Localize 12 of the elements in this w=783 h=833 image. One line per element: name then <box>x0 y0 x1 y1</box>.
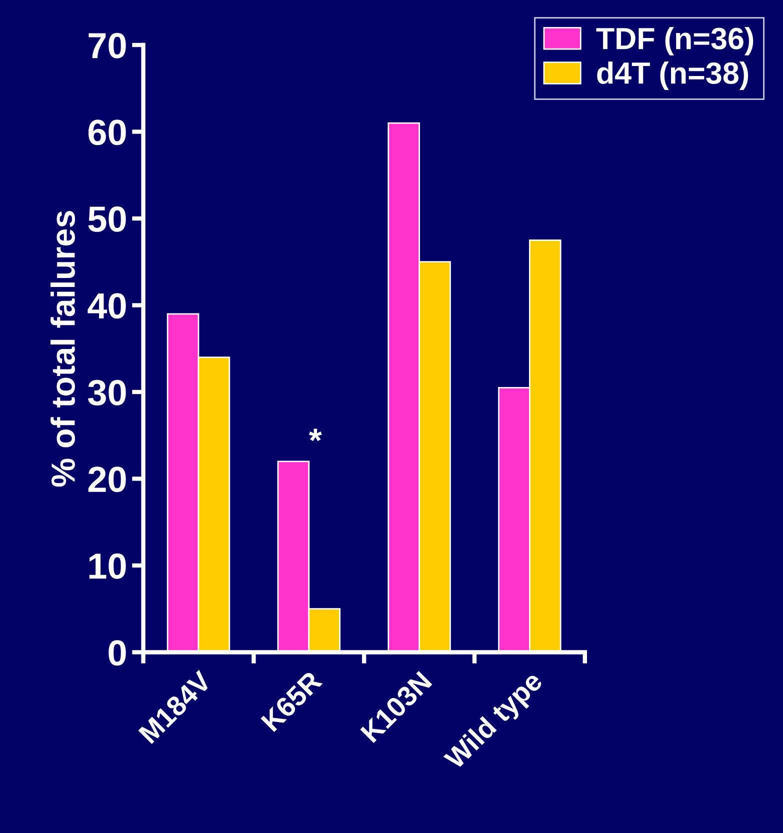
y-tick-label: 50 <box>88 206 126 232</box>
y-tick-label: 70 <box>88 32 126 58</box>
y-tick-label: 20 <box>88 466 126 492</box>
annotation: * <box>308 428 322 442</box>
y-tick-label: 60 <box>88 120 126 146</box>
y-axis-title: % of total failures <box>50 211 76 487</box>
y-tick-label: 30 <box>88 380 126 406</box>
y-tick-label: 10 <box>89 553 126 579</box>
legend-label: TDF (n=36) <box>596 26 754 56</box>
y-tick-label: 0 <box>108 640 126 666</box>
legend-label: d4T (n=38) <box>597 62 748 90</box>
y-tick-label: 40 <box>88 293 126 319</box>
